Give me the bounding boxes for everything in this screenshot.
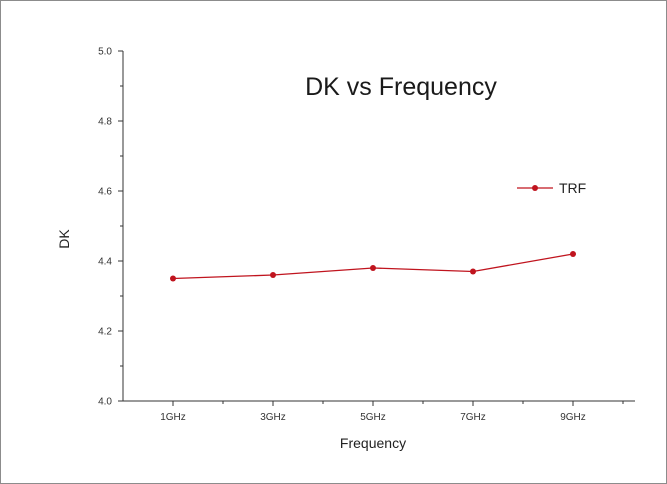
y-tick-label: 4.8 [98, 117, 112, 128]
y-tick-label: 4.0 [98, 397, 112, 408]
axes [122, 51, 635, 402]
y-tick-label: 5.0 [98, 47, 112, 58]
x-tick-label: 3GHz [260, 412, 286, 423]
legend: TRF [517, 180, 586, 196]
x-tick-label: 7GHz [460, 412, 486, 423]
y-tick-label: 4.4 [98, 257, 112, 268]
x-axis-title: Frequency [340, 435, 406, 451]
legend-label: TRF [559, 180, 586, 196]
x-tick-label: 1GHz [160, 412, 186, 423]
x-tick-label: 9GHz [560, 412, 586, 423]
data-point [270, 272, 276, 278]
y-axis-title: DK [56, 229, 72, 249]
data-point [370, 265, 376, 271]
data-point [170, 275, 176, 282]
ticks: 4.0 4.2 4.4 4.6 4.8 5.0 1GHz 3GHz 5GHz 7GHz 9GHz [98, 47, 624, 423]
y-tick-label: 4.6 [98, 187, 112, 198]
legend-marker [532, 185, 538, 191]
data-point [470, 268, 476, 275]
chart-title: DK vs Frequency [305, 73, 497, 101]
y-tick-label: 4.2 [98, 327, 112, 338]
data-point [570, 251, 576, 257]
series-layer [170, 251, 576, 282]
x-tick-label: 5GHz [360, 412, 386, 423]
